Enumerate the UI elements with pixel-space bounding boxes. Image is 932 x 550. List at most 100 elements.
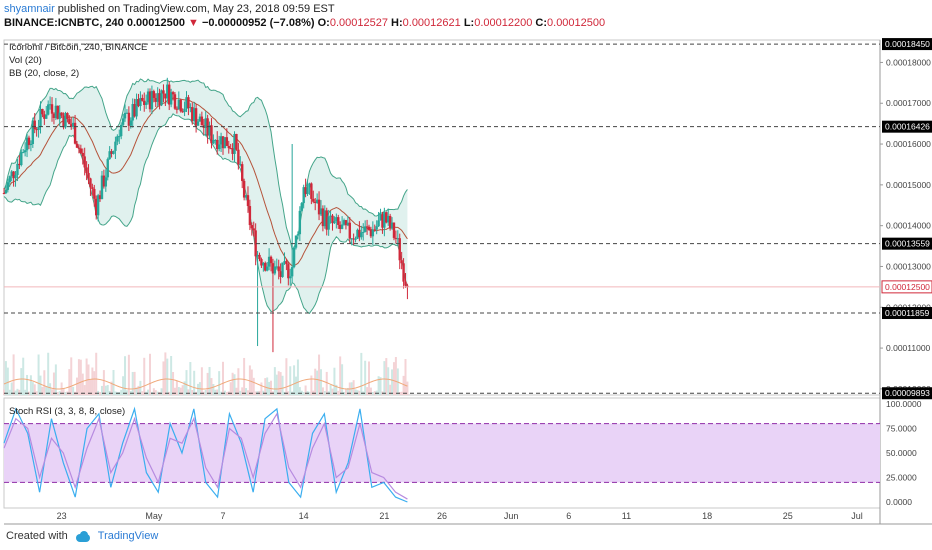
volume-bar xyxy=(35,391,38,395)
candle-body xyxy=(20,152,23,166)
volume-bar xyxy=(99,391,102,395)
candle-body xyxy=(264,262,267,271)
volume-bar xyxy=(366,387,369,395)
volume-bar xyxy=(231,372,234,395)
volume-bar xyxy=(16,388,19,395)
candle-body xyxy=(79,148,83,153)
volume-bar xyxy=(339,356,342,395)
volume-bar xyxy=(318,354,321,395)
candle-body xyxy=(43,114,46,119)
candle-body xyxy=(383,212,386,228)
volume-bar xyxy=(341,364,344,395)
volume-bar xyxy=(52,372,55,395)
candle-body xyxy=(296,234,300,236)
candle-body xyxy=(22,152,25,154)
ohlc-line: BINANCE:ICNBTC, 240 0.00012500 ▼ −0.0000… xyxy=(4,16,928,30)
volume-bar xyxy=(185,370,188,395)
volume-bar xyxy=(394,357,397,395)
legend-title[interactable]: Iconomi / Bitcoin, 240, BINANCE xyxy=(9,42,148,53)
candle-body xyxy=(87,173,90,179)
volume-bar xyxy=(369,387,372,395)
author-link[interactable]: shyamnair xyxy=(4,3,55,15)
candle-body xyxy=(221,136,225,149)
candle-body xyxy=(350,238,353,240)
tradingview-brand[interactable]: TradingView xyxy=(97,530,159,542)
volume-bar xyxy=(243,357,246,395)
time-tick-label: 26 xyxy=(437,511,447,521)
candle-body xyxy=(175,108,179,110)
volume-bar xyxy=(37,354,40,395)
candle-body xyxy=(269,256,273,264)
volume-bar xyxy=(373,391,376,395)
volume-bar xyxy=(358,390,361,395)
candle-body xyxy=(56,105,59,119)
candle-body xyxy=(50,104,54,114)
volume-bar xyxy=(125,390,128,395)
candle-body xyxy=(104,177,108,187)
volume-bar xyxy=(168,391,171,395)
candle-body xyxy=(45,114,48,119)
candle-body xyxy=(191,107,194,121)
level-label: 0.00011859 xyxy=(885,308,930,318)
stoch-tick-label: 50.0000 xyxy=(886,448,917,458)
price-tick-label: 0.00013000 xyxy=(886,261,931,271)
legend-volume[interactable]: Vol (20) xyxy=(9,55,42,66)
candle-body xyxy=(252,228,255,231)
candle-body xyxy=(398,238,401,261)
candle-body xyxy=(300,203,303,211)
level-label: 0.00018450 xyxy=(885,39,930,49)
volume-bar xyxy=(54,364,57,395)
candle-body xyxy=(402,263,405,282)
volume-bar xyxy=(175,380,178,395)
candle-body xyxy=(6,182,10,190)
volume-bar xyxy=(293,365,296,395)
candle-body xyxy=(154,97,157,102)
candle-body xyxy=(91,187,94,189)
volume-bar xyxy=(275,374,278,395)
volume-bar xyxy=(254,391,257,395)
candle-body xyxy=(392,222,396,238)
volume-bar xyxy=(58,391,61,395)
stoch-tick-label: 100.0000 xyxy=(886,399,922,409)
bollinger-upper xyxy=(3,78,408,251)
volume-bar xyxy=(51,389,54,395)
volume-bar xyxy=(337,390,340,395)
volume-bar xyxy=(131,371,134,395)
volume-bar xyxy=(335,384,338,395)
candle-body xyxy=(375,226,378,230)
volume-bar xyxy=(76,377,78,395)
volume-bar xyxy=(241,387,244,395)
candle-body xyxy=(210,125,213,144)
volume-bar xyxy=(323,391,326,395)
footer: Created with TradingView xyxy=(6,528,158,544)
candle-body xyxy=(219,136,223,145)
candle-body xyxy=(258,254,261,260)
symbol-interval: BINANCE:ICNBTC, 240 xyxy=(4,17,127,29)
volume-bar xyxy=(239,390,242,395)
volume-bar xyxy=(360,352,363,395)
time-tick-label: Jun xyxy=(504,511,519,521)
volume-bar xyxy=(56,391,59,395)
legend-bollinger[interactable]: BB (20, close, 2) xyxy=(9,68,80,79)
candle-body xyxy=(327,216,330,230)
volume-bar xyxy=(277,371,280,395)
volume-bar xyxy=(343,391,346,395)
candle-body xyxy=(323,210,327,227)
candle-body xyxy=(133,104,136,117)
candle-body xyxy=(181,111,184,113)
candle-body xyxy=(233,133,236,154)
volume-bar xyxy=(391,369,394,395)
legend-stoch-rsi[interactable]: Stoch RSI (3, 3, 8, 8, close) xyxy=(9,406,126,417)
candle-body xyxy=(244,195,248,198)
volume-bar xyxy=(135,387,138,395)
candle-body xyxy=(273,266,277,274)
volume-bar xyxy=(122,376,125,395)
candle-body xyxy=(52,113,56,119)
candle-body xyxy=(25,137,29,151)
level-label-bg xyxy=(882,120,932,133)
volume-bar xyxy=(233,374,236,395)
volume-bar xyxy=(22,357,25,395)
volume-bar xyxy=(18,389,21,395)
volume-bar xyxy=(100,385,103,395)
